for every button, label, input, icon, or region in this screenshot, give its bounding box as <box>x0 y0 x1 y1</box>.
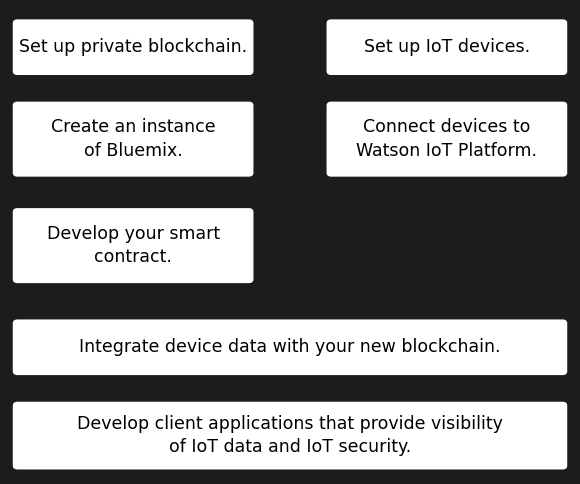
FancyBboxPatch shape <box>327 19 567 75</box>
FancyBboxPatch shape <box>327 102 567 177</box>
Text: Develop your smart
contract.: Develop your smart contract. <box>46 225 220 266</box>
Text: Set up IoT devices.: Set up IoT devices. <box>364 38 530 56</box>
Text: Integrate device data with your new blockchain.: Integrate device data with your new bloc… <box>79 338 501 356</box>
FancyBboxPatch shape <box>13 402 567 469</box>
Text: Set up private blockchain.: Set up private blockchain. <box>19 38 247 56</box>
Text: Create an instance
of Bluemix.: Create an instance of Bluemix. <box>51 119 215 160</box>
FancyBboxPatch shape <box>13 208 253 283</box>
FancyBboxPatch shape <box>13 319 567 375</box>
FancyBboxPatch shape <box>13 19 253 75</box>
FancyBboxPatch shape <box>13 102 253 177</box>
Text: Connect devices to
Watson IoT Platform.: Connect devices to Watson IoT Platform. <box>356 119 538 160</box>
Text: Develop client applications that provide visibility
of IoT data and IoT security: Develop client applications that provide… <box>77 415 503 456</box>
